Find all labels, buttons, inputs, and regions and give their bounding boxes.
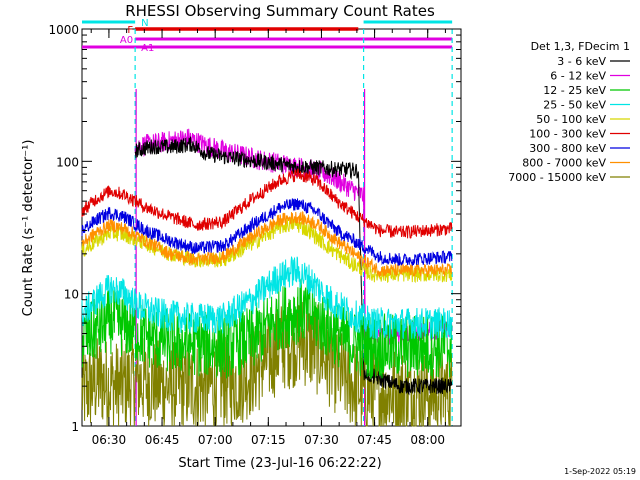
- chart-title: RHESSI Observing Summary Count Rates: [125, 2, 435, 20]
- y-tick-label: 100: [56, 155, 79, 169]
- x-axis-label: Start Time (23-Jul-16 06:22:22): [178, 456, 381, 471]
- y-axis: 1 10 100 1000: [48, 23, 461, 434]
- legend-entry-label: 50 - 100 keV: [536, 113, 606, 126]
- x-tick-label: 07:45: [357, 433, 392, 447]
- flag-label: A0: [120, 35, 133, 46]
- flag-label: A1: [141, 43, 154, 54]
- flag-label: N: [141, 18, 148, 29]
- x-tick-label: 06:30: [92, 433, 127, 447]
- y-tick-label: 10: [64, 288, 79, 302]
- x-tick-label: 07:15: [251, 433, 286, 447]
- series-layer: [81, 128, 453, 427]
- x-tick-label: 07:00: [198, 433, 233, 447]
- series-line: [134, 136, 453, 396]
- y-tick-label: 1: [71, 420, 79, 434]
- series-line: [81, 210, 453, 278]
- timestamp: 1-Sep-2022 05:19: [564, 467, 636, 476]
- legend-entry-label: 6 - 12 keV: [550, 70, 606, 83]
- legend: Det 1,3, FDecim 1 3 - 6 keV 6 - 12 keV12 …: [508, 40, 630, 184]
- legend-title: Det 1,3, FDecim 1: [531, 40, 630, 53]
- series-line: [81, 168, 453, 239]
- x-tick-label: 07:30: [304, 433, 339, 447]
- y-axis-label: Count Rate (s⁻¹ detector⁻¹): [21, 140, 36, 317]
- series-line: [81, 278, 453, 380]
- series-line: [81, 255, 453, 340]
- legend-entry-label: 800 - 7000 keV: [522, 157, 606, 170]
- x-tick-label: 06:45: [145, 433, 180, 447]
- series-line: [81, 198, 453, 266]
- legend-entry-label: 3 - 6 keV: [557, 55, 606, 68]
- legend-entry-label: 12 - 25 keV: [543, 84, 606, 97]
- legend-entry-label: 7000 - 15000 keV: [508, 171, 606, 184]
- legend-entry-label: 25 - 50 keV: [543, 99, 606, 112]
- y-tick-label: 1000: [48, 23, 79, 37]
- x-tick-label: 08:00: [410, 433, 445, 447]
- legend-entry-label: 100 - 300 keV: [529, 128, 606, 141]
- legend-entry-label: 300 - 800 keV: [529, 142, 606, 155]
- flag-label: F: [127, 25, 133, 36]
- x-axis: 06:30 06:45 07:00 07:15 07:30 07:45 08:00: [90, 29, 446, 447]
